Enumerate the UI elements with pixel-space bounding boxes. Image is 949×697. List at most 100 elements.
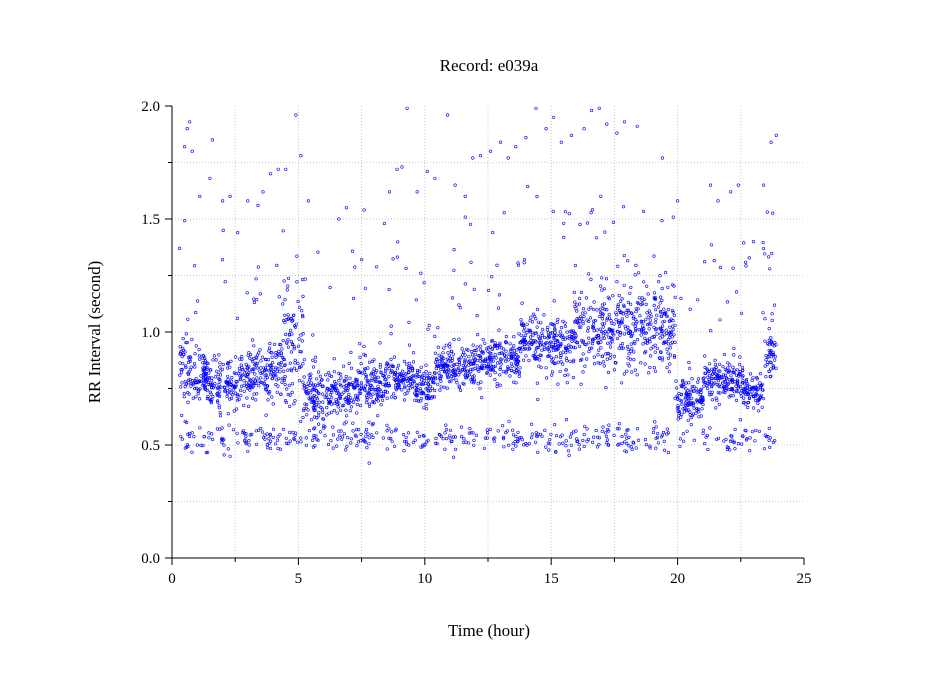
data-point <box>194 386 199 390</box>
data-point <box>636 302 641 306</box>
data-point <box>598 307 603 311</box>
data-point <box>673 396 677 400</box>
data-point <box>387 436 391 440</box>
data-point <box>395 377 399 381</box>
data-point <box>758 372 763 376</box>
data-point <box>718 265 723 270</box>
data-point <box>457 303 461 307</box>
data-point <box>694 387 698 391</box>
y-tick-label: 1.0 <box>141 325 160 341</box>
data-point <box>248 388 252 392</box>
data-point <box>485 436 489 440</box>
data-point <box>509 347 513 351</box>
data-point <box>744 392 748 396</box>
data-point <box>202 372 206 376</box>
data-point <box>282 369 286 373</box>
data-point <box>559 360 563 364</box>
data-point <box>582 315 586 319</box>
data-point <box>625 344 630 349</box>
data-point <box>512 349 517 353</box>
data-point <box>451 352 455 356</box>
data-point <box>475 345 479 349</box>
data-point <box>221 228 225 232</box>
data-point <box>476 367 480 372</box>
data-point <box>194 395 198 399</box>
tick-labels: 0 5 10 15 20 250.00.51.01.52.0 <box>141 99 811 587</box>
data-point <box>761 388 765 392</box>
data-point <box>569 432 574 436</box>
data-point <box>314 434 318 438</box>
data-point <box>417 399 421 403</box>
data-point <box>562 235 566 239</box>
data-point <box>251 360 255 364</box>
data-point <box>456 366 460 371</box>
data-point <box>582 444 586 449</box>
data-point <box>270 395 274 399</box>
data-point <box>266 446 270 450</box>
data-point <box>195 443 199 447</box>
data-point <box>707 362 712 366</box>
data-point <box>683 397 687 401</box>
data-point <box>486 349 490 354</box>
data-point <box>699 387 703 392</box>
data-point <box>222 453 226 457</box>
data-point <box>284 318 288 322</box>
data-point <box>756 409 761 413</box>
data-point <box>332 408 337 413</box>
data-point <box>591 339 595 343</box>
data-point <box>665 366 669 370</box>
data-point <box>740 388 744 393</box>
data-point <box>445 386 449 390</box>
data-point <box>342 364 346 368</box>
data-point <box>422 434 426 438</box>
data-point <box>493 377 497 382</box>
data-point <box>736 374 741 378</box>
data-point <box>517 371 522 375</box>
data-point <box>495 263 499 267</box>
data-point <box>476 333 480 337</box>
data-point <box>732 371 736 375</box>
data-point <box>692 406 696 410</box>
data-point <box>637 328 641 332</box>
data-point <box>287 383 291 388</box>
data-point <box>655 332 659 336</box>
data-point <box>698 388 703 392</box>
data-point <box>302 408 306 413</box>
data-point <box>385 390 389 394</box>
data-point <box>307 397 311 401</box>
data-point <box>736 379 740 384</box>
data-point <box>246 372 250 376</box>
data-point <box>714 365 718 370</box>
data-point <box>550 370 555 374</box>
data-point <box>583 342 587 346</box>
data-point <box>197 347 201 352</box>
data-point <box>438 374 442 378</box>
data-point <box>609 328 613 332</box>
data-point <box>269 439 273 443</box>
data-point <box>492 344 497 348</box>
data-point <box>434 441 438 445</box>
data-point <box>493 364 498 368</box>
data-point <box>227 423 231 427</box>
data-point <box>428 384 432 389</box>
data-point <box>710 367 714 371</box>
data-point <box>543 428 547 433</box>
data-point <box>758 381 762 385</box>
data-point <box>321 410 325 415</box>
data-point <box>599 346 603 350</box>
data-point <box>407 367 411 371</box>
data-point <box>397 386 402 390</box>
data-point <box>405 376 409 380</box>
data-point <box>237 366 241 371</box>
data-point <box>648 354 653 358</box>
data-point <box>570 336 574 340</box>
data-point <box>561 337 565 341</box>
data-point <box>240 354 244 359</box>
data-point <box>724 380 728 384</box>
data-point <box>681 378 685 383</box>
data-point <box>439 385 443 389</box>
data-point <box>304 391 308 395</box>
x-tick-label: 15 <box>544 571 559 587</box>
data-point <box>625 436 629 440</box>
data-point <box>726 370 730 374</box>
